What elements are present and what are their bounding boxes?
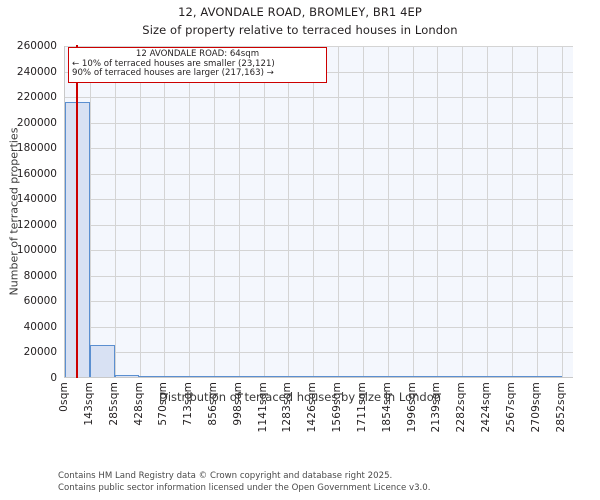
gridline-vertical <box>164 46 166 377</box>
histogram-bar <box>114 375 140 377</box>
annotation-smaller-stat: ← 10% of terraced houses are smaller (23… <box>72 58 275 69</box>
chart-titles: 12, AVONDALE ROAD, BROMLEY, BR1 4EP Size… <box>0 0 600 37</box>
gridline-vertical <box>387 46 389 377</box>
gridline-vertical <box>89 46 91 377</box>
histogram-bar <box>238 376 264 377</box>
gridline-vertical <box>487 46 489 377</box>
footer-line-1: Contains HM Land Registry data © Crown c… <box>58 471 393 481</box>
histogram-bar <box>164 376 190 377</box>
histogram-bar <box>387 376 413 377</box>
y-axis-tick-label: 20000 <box>23 346 57 359</box>
y-axis-tick-label: 160000 <box>16 167 57 180</box>
gridline-horizontal <box>65 173 573 175</box>
property-marker-line <box>76 45 78 378</box>
gridline-horizontal <box>65 250 573 252</box>
histogram-bar <box>437 376 463 377</box>
histogram-bar <box>412 376 438 377</box>
gridline-vertical <box>536 46 538 377</box>
gridline-vertical <box>512 46 513 377</box>
gridline-vertical <box>288 46 290 377</box>
histogram-bar <box>487 376 512 377</box>
gridline-horizontal <box>65 352 573 354</box>
histogram-bar <box>89 345 115 377</box>
footer-line-2: Contains public sector information licen… <box>58 482 431 493</box>
y-axis-tick-label: 40000 <box>23 320 57 333</box>
gridline-horizontal <box>65 224 573 226</box>
gridline-horizontal <box>65 326 573 328</box>
gridline-horizontal <box>65 275 573 277</box>
gridline-vertical <box>313 46 315 377</box>
gridline-vertical <box>189 46 191 377</box>
gridline-vertical <box>214 46 216 377</box>
gridline-vertical <box>338 46 340 377</box>
y-axis-tick-label: 100000 <box>16 244 57 257</box>
gridline-vertical <box>362 46 364 377</box>
histogram-bar <box>462 376 488 377</box>
gridline-vertical <box>139 46 141 377</box>
y-axis-tick-label: 240000 <box>16 65 57 78</box>
property-annotation-box: 12 AVONDALE ROAD: 64sqm ← 10% of terrace… <box>68 47 327 83</box>
gridline-horizontal <box>65 301 573 303</box>
histogram-bar <box>313 376 339 377</box>
histogram-bar <box>263 376 289 377</box>
gridline-vertical <box>437 46 439 377</box>
gridline-horizontal <box>65 148 573 150</box>
y-axis-tick-label: 80000 <box>23 269 57 282</box>
histogram-bar <box>213 376 239 377</box>
gridline-vertical <box>412 46 414 377</box>
page-title: 12, AVONDALE ROAD, BROMLEY, BR1 4EP <box>178 5 422 19</box>
gridline-vertical <box>114 46 116 377</box>
y-axis-tick-label: 220000 <box>16 91 57 104</box>
histogram-bar <box>288 376 314 377</box>
y-axis-tick-label: 120000 <box>16 218 57 231</box>
y-axis-tick-label: 180000 <box>16 142 57 155</box>
histogram-bar <box>338 376 363 377</box>
histogram-plot-area <box>64 45 573 378</box>
gridline-vertical <box>561 46 563 377</box>
y-axis-tick-label: 0 <box>50 372 57 384</box>
x-axis-label: Distribution of terraced houses by size … <box>158 390 442 404</box>
gridline-horizontal <box>65 46 573 47</box>
attribution-footer: Contains HM Land Registry data © Crown c… <box>58 471 430 494</box>
gridline-horizontal <box>65 122 573 124</box>
gridline-vertical <box>263 46 265 377</box>
y-axis-tick-label: 200000 <box>16 116 57 129</box>
histogram-bar <box>536 376 562 377</box>
annotation-larger-stat: 90% of terraced houses are larger (217,1… <box>72 68 274 79</box>
gridline-horizontal <box>65 97 573 99</box>
y-axis-label: Number of terraced properties <box>7 127 21 296</box>
y-axis-tick-label: 60000 <box>23 295 57 308</box>
y-axis-tick-label: 140000 <box>16 193 57 206</box>
chart-subtitle: Size of property relative to terraced ho… <box>142 23 458 37</box>
histogram-bar <box>139 376 165 377</box>
y-axis-tick-label: 260000 <box>16 40 57 52</box>
histogram-bar <box>362 376 388 377</box>
annotation-property-label: 12 AVONDALE ROAD: 64sqm <box>135 49 260 59</box>
histogram-bar <box>511 376 537 377</box>
gridline-vertical <box>462 46 464 377</box>
gridline-horizontal <box>65 199 573 201</box>
gridline-vertical <box>238 46 240 377</box>
histogram-bar <box>189 376 214 377</box>
